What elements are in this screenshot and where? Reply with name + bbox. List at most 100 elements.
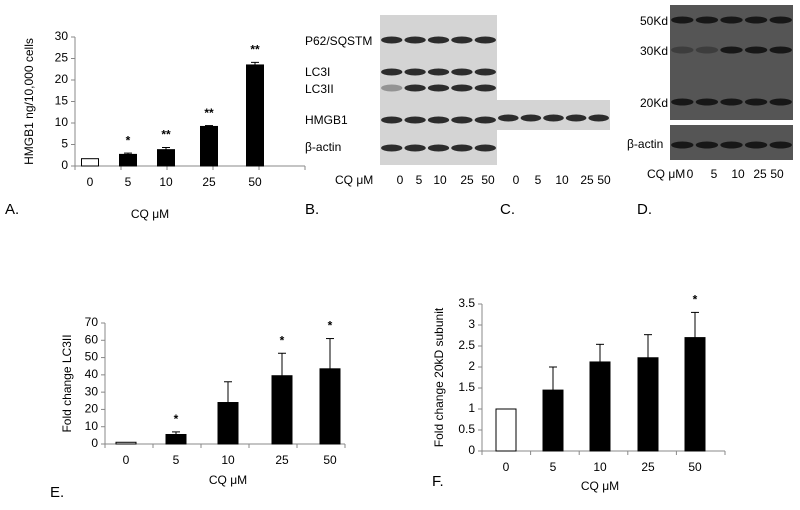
lane-label: 50: [770, 167, 784, 181]
blot-band: [474, 144, 496, 152]
panel-label: E.: [50, 484, 64, 501]
blot-band: [695, 16, 719, 24]
blot-band: [720, 98, 743, 106]
y-tick-label: 10: [85, 419, 99, 433]
bar: [81, 158, 99, 167]
y-tick-label: 20: [55, 72, 69, 86]
x-tick-label: 25: [641, 460, 655, 474]
blot-band: [451, 116, 473, 124]
significance: *: [280, 333, 285, 347]
y-tick-label: 0: [61, 158, 68, 172]
lane-axis-title: CQ μM: [335, 173, 373, 187]
blot-label: 30Kd: [640, 44, 668, 58]
x-tick-label: 50: [248, 175, 262, 189]
blot-band: [404, 36, 426, 44]
blot-band: [427, 84, 450, 92]
blot-band: [520, 114, 542, 122]
bar: [271, 375, 293, 445]
y-tick-label: 0: [91, 436, 98, 450]
blot-label: β-actin: [627, 137, 663, 151]
blot-band: [744, 16, 768, 24]
x-axis-title: CQ μM: [209, 473, 247, 487]
significance: **: [161, 128, 171, 142]
blot-band: [427, 144, 450, 152]
blot-band: [720, 16, 743, 24]
y-tick-label: 10: [55, 115, 69, 129]
blot-band: [671, 16, 694, 24]
y-tick-label: 20: [85, 402, 99, 416]
blot-band: [671, 141, 694, 149]
blot-band: [474, 116, 496, 124]
blot-band: [474, 36, 496, 44]
lane-label: 10: [433, 173, 447, 187]
lane-label: 0: [687, 167, 694, 181]
blot-band: [427, 36, 450, 44]
lane-label: 5: [416, 173, 423, 187]
x-tick-label: 50: [323, 453, 337, 467]
blot-band: [451, 36, 473, 44]
significance: *: [174, 412, 179, 426]
x-tick-label: 25: [275, 453, 289, 467]
lane-label: 25: [580, 173, 594, 187]
y-tick-label: 2.5: [458, 338, 475, 352]
blot-band: [744, 141, 768, 149]
blot-band: [543, 114, 564, 122]
blot-band: [451, 144, 473, 152]
blot-band: [451, 84, 473, 92]
bar: [637, 357, 659, 452]
x-axis-title: CQ μM: [581, 479, 619, 493]
blot-band: [404, 84, 426, 92]
blot-band: [744, 98, 768, 106]
y-tick-label: 2: [468, 359, 475, 373]
blot-band: [381, 84, 403, 92]
bar: [217, 402, 239, 445]
y-tick-label: 0: [468, 443, 475, 457]
blot-band: [381, 144, 403, 152]
y-axis-title: Fold change 20kD subunit: [432, 307, 446, 447]
lane-label: 5: [535, 173, 542, 187]
blot-band: [427, 68, 450, 76]
blot-band: [671, 46, 694, 54]
bar: [589, 361, 611, 452]
y-axis-title: HMGB1 ng/10,000 cells: [22, 38, 36, 165]
blot-band: [381, 68, 403, 76]
bar: [165, 433, 187, 445]
y-tick-label: 30: [85, 384, 99, 398]
lane-label: 0: [397, 173, 404, 187]
y-tick-label: 25: [55, 51, 69, 65]
lane-label: 0: [513, 173, 520, 187]
blot-label: 50Kd: [640, 14, 668, 28]
significance: **: [250, 43, 260, 57]
x-tick-label: 10: [159, 175, 173, 189]
x-tick-label: 0: [123, 453, 130, 467]
blot-band: [695, 98, 719, 106]
y-tick-label: 3: [468, 317, 475, 331]
panel-label: F.: [432, 473, 444, 490]
blot-label: 20Kd: [640, 96, 668, 110]
bar: [495, 408, 517, 452]
y-tick-label: 50: [85, 350, 99, 364]
significance: **: [204, 106, 214, 120]
blot-label: LC3I: [305, 65, 330, 79]
blot-band: [474, 84, 496, 92]
panel-label: B.: [305, 201, 319, 218]
bar: [115, 441, 137, 445]
y-tick-label: 40: [85, 367, 99, 381]
x-tick-label: 5: [125, 175, 132, 189]
bar: [119, 153, 137, 167]
panel-label: D.: [637, 201, 652, 218]
bar: [200, 125, 218, 167]
panel-label: C.: [500, 201, 515, 218]
blot-band: [381, 116, 403, 124]
lane-label: 5: [711, 167, 718, 181]
blot-band: [720, 141, 743, 149]
blot-band: [744, 46, 768, 54]
significance: *: [126, 133, 131, 147]
x-tick-label: 5: [550, 460, 557, 474]
y-tick-label: 5: [61, 137, 68, 151]
bar: [157, 149, 175, 167]
x-tick-label: 10: [593, 460, 607, 474]
y-tick-label: 1: [468, 401, 475, 415]
blot-band: [498, 114, 519, 122]
y-tick-label: 60: [85, 332, 99, 346]
